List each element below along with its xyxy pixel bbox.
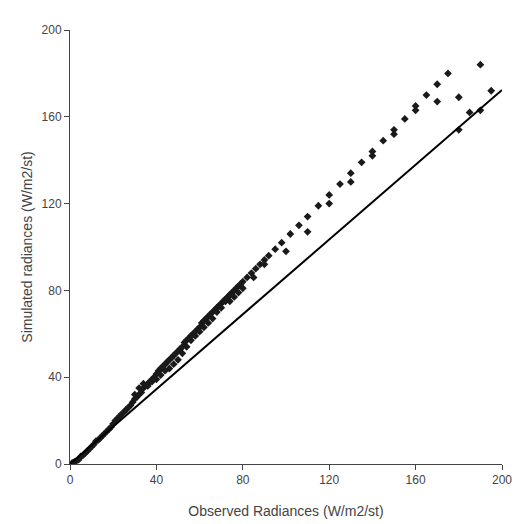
svg-text:40: 40 bbox=[150, 473, 164, 487]
svg-text:Simulated radiances (W/m2/st): Simulated radiances (W/m2/st) bbox=[19, 151, 35, 342]
svg-text:120: 120 bbox=[319, 473, 339, 487]
svg-text:0: 0 bbox=[67, 473, 74, 487]
svg-text:80: 80 bbox=[236, 473, 250, 487]
svg-text:80: 80 bbox=[48, 284, 62, 298]
svg-text:Observed Radiances (W/m2/st): Observed Radiances (W/m2/st) bbox=[188, 503, 383, 519]
svg-text:160: 160 bbox=[406, 473, 426, 487]
svg-text:40: 40 bbox=[48, 370, 62, 384]
svg-text:120: 120 bbox=[42, 197, 62, 211]
svg-text:160: 160 bbox=[42, 110, 62, 124]
svg-text:200: 200 bbox=[42, 23, 62, 37]
svg-text:0: 0 bbox=[55, 457, 62, 471]
svg-text:200: 200 bbox=[492, 473, 512, 487]
